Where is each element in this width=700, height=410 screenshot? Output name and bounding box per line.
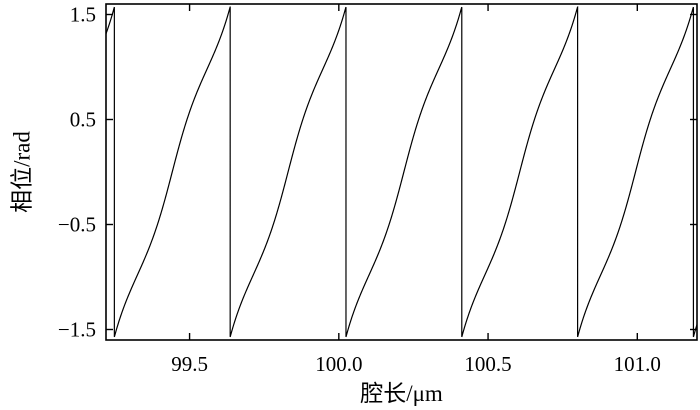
tick-labels-group: 99.5 100.0 100.5 101.0 −1.5 −0.5 0.5 1.5 (58, 3, 661, 377)
ticks-group (106, 4, 697, 340)
plot-frame (105, 3, 698, 341)
y-tick-label-2: 0.5 (70, 108, 96, 132)
phase-series-line-0 (106, 6, 697, 338)
x-axis-title: 腔长/μm (360, 381, 443, 406)
y-axis-title: 相位/rad (9, 131, 34, 213)
x-tick-label-0: 99.5 (171, 352, 208, 376)
x-tick-label-2: 100.5 (464, 352, 511, 376)
series-group (106, 6, 697, 338)
y-tick-label-3: 1.5 (70, 3, 96, 27)
x-tick-label-3: 101.0 (614, 352, 661, 376)
x-tick-label-1: 100.0 (315, 352, 362, 376)
y-tick-label-0: −1.5 (58, 318, 96, 342)
y-tick-label-1: −0.5 (58, 213, 96, 237)
